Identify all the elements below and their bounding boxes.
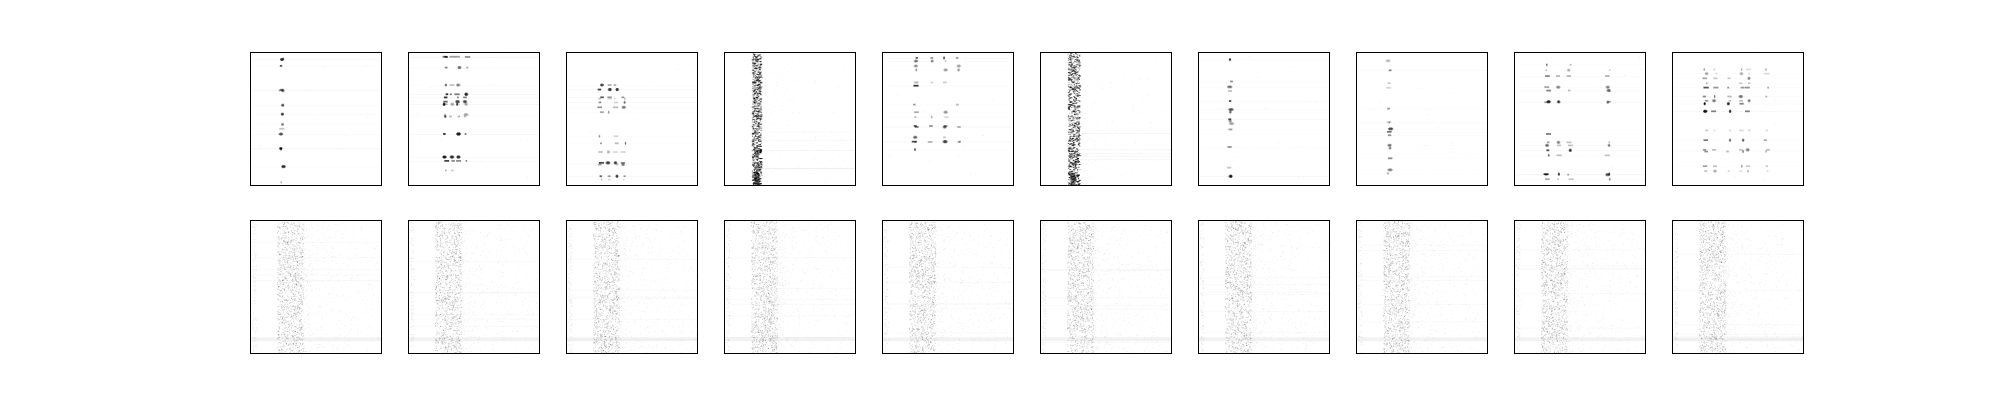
image-panel-r2-c3 [566,220,698,354]
image-panel-r1-c10 [1672,52,1804,186]
image-panel-r2-c5 [882,220,1014,354]
image-panel-r2-c4 [724,220,856,354]
image-panel-r1-c1 [250,52,382,186]
image-panel-r2-c6 [1040,220,1172,354]
image-panel-r1-c4 [724,52,856,186]
image-panel-r1-c5 [882,52,1014,186]
image-panel-r1-c3 [566,52,698,186]
image-panel-r2-c2 [408,220,540,354]
image-panel-r2-c7 [1198,220,1330,354]
image-panel-r2-c8 [1356,220,1488,354]
image-panel-r2-c1 [250,220,382,354]
image-panel-r1-c7 [1198,52,1330,186]
image-panel-r1-c9 [1514,52,1646,186]
image-panel-r1-c2 [408,52,540,186]
image-panel-r2-c9 [1514,220,1646,354]
image-panel-r1-c8 [1356,52,1488,186]
image-panel-r2-c10 [1672,220,1804,354]
image-panel-r1-c6 [1040,52,1172,186]
